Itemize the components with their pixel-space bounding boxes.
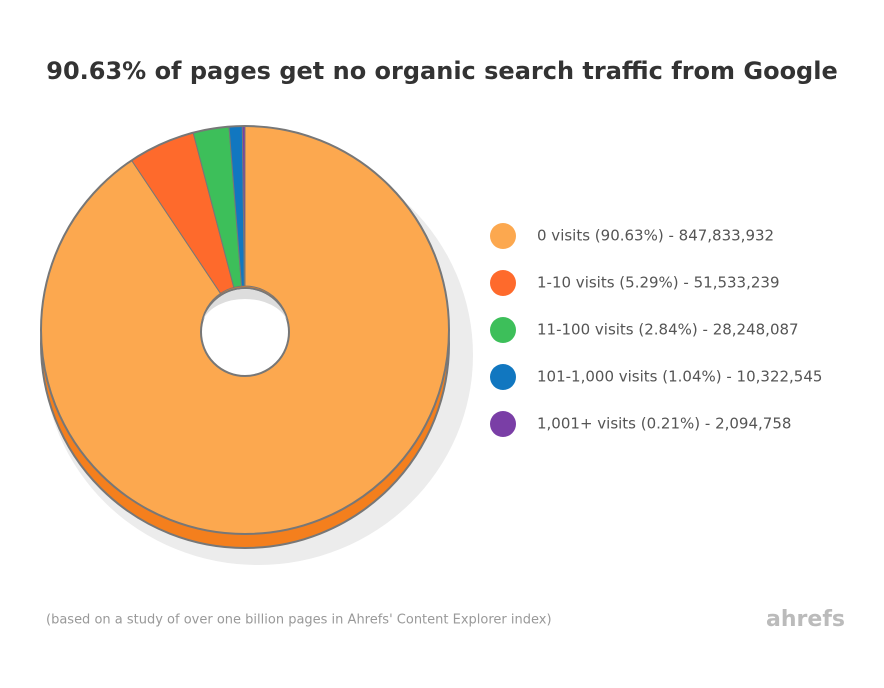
legend-label: 1,001+ visits (0.21%) - 2,094,758 xyxy=(537,415,791,433)
brand-logo: ahrefs xyxy=(766,607,845,632)
legend-marker xyxy=(490,411,516,437)
footnote: (based on a study of over one billion pa… xyxy=(46,613,552,628)
legend-label: 11-100 visits (2.84%) - 28,248,087 xyxy=(537,321,799,339)
pie-outline xyxy=(40,125,450,535)
chart-title: 90.63% of pages get no organic search tr… xyxy=(46,57,837,85)
legend: 0 visits (90.63%) - 847,833,932 1-10 visi… xyxy=(490,223,822,437)
hole-depth xyxy=(203,289,287,320)
donut-hole xyxy=(200,287,290,377)
legend-label: 1-10 visits (5.29%) - 51,533,239 xyxy=(537,274,780,292)
legend-marker xyxy=(490,270,516,296)
legend-label: 0 visits (90.63%) - 847,833,932 xyxy=(537,227,774,245)
legend-marker xyxy=(490,317,516,343)
legend-label: 101-1,000 visits (1.04%) - 10,322,545 xyxy=(537,368,822,386)
slices xyxy=(40,125,450,535)
legend-marker xyxy=(490,364,516,390)
legend-marker xyxy=(490,223,516,249)
